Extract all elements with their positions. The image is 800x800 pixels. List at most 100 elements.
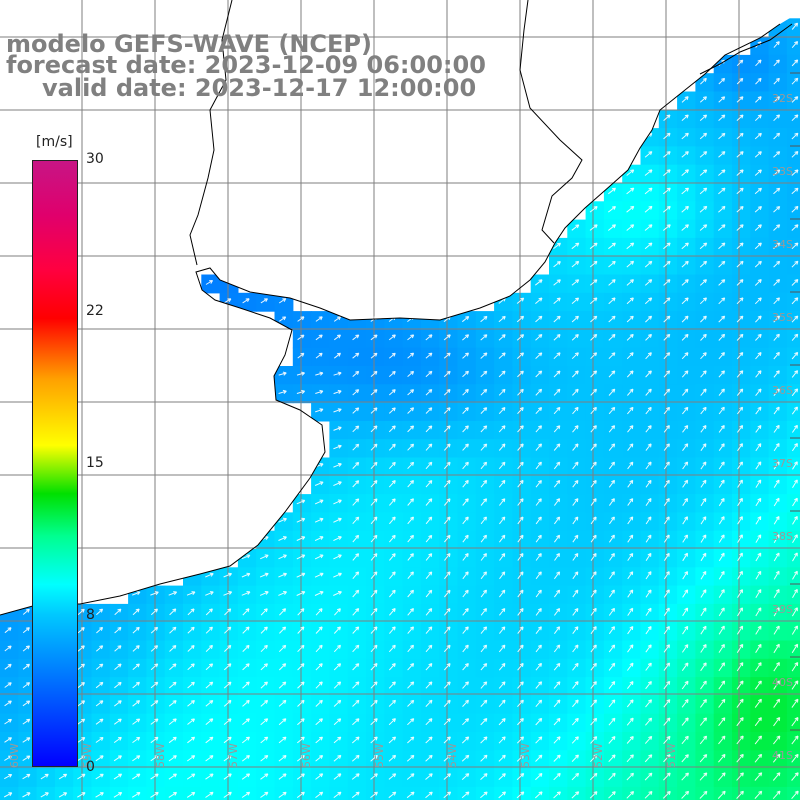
wind-cell bbox=[750, 640, 770, 660]
wind-arrow bbox=[516, 773, 525, 781]
wind-cell bbox=[256, 750, 276, 770]
wind-arrow bbox=[407, 534, 414, 543]
wind-arrow bbox=[425, 718, 433, 726]
wind-cell bbox=[146, 768, 166, 788]
wind-arrow bbox=[663, 699, 671, 708]
wind-arrow bbox=[407, 608, 414, 616]
wind-arrow bbox=[608, 772, 616, 781]
wind-cell bbox=[347, 420, 367, 440]
wind-cell bbox=[750, 219, 770, 239]
wind-arrow bbox=[791, 662, 799, 672]
wind-cell bbox=[274, 713, 294, 733]
wind-cell bbox=[439, 603, 459, 623]
wind-arrow bbox=[443, 773, 451, 780]
wind-arrow bbox=[22, 792, 31, 798]
wind-arrow bbox=[462, 608, 469, 616]
wind-cell bbox=[640, 292, 660, 312]
wind-arrow bbox=[223, 681, 232, 689]
wind-arrow bbox=[241, 736, 250, 744]
wind-arrow bbox=[444, 608, 451, 616]
wind-cell bbox=[658, 384, 678, 404]
wind-arrow bbox=[663, 114, 671, 121]
wind-cell bbox=[695, 164, 715, 184]
wind-cell bbox=[567, 640, 587, 660]
wind-cell bbox=[146, 585, 166, 605]
wind-cell bbox=[732, 73, 751, 93]
longitude-label: 52W bbox=[592, 743, 605, 768]
wind-cell bbox=[732, 164, 751, 184]
wind-arrow bbox=[663, 754, 671, 763]
wind-arrow bbox=[333, 681, 342, 689]
wind-cell bbox=[713, 732, 733, 751]
wind-arrow bbox=[278, 736, 287, 744]
wind-cell bbox=[311, 603, 330, 623]
wind-arrow bbox=[114, 663, 122, 670]
wind-cell bbox=[128, 640, 147, 660]
wind-arrow bbox=[608, 425, 616, 433]
wind-cell bbox=[530, 329, 550, 349]
wind-cell bbox=[530, 439, 550, 459]
wind-arrow bbox=[755, 552, 762, 562]
wind-arrow bbox=[388, 754, 397, 762]
wind-cell bbox=[420, 420, 440, 440]
wind-arrow bbox=[773, 169, 781, 176]
wind-cell bbox=[530, 292, 550, 312]
wind-arrow bbox=[754, 680, 762, 690]
wind-cell bbox=[292, 750, 312, 770]
wind-arrow bbox=[425, 589, 433, 598]
wind-arrow bbox=[736, 279, 744, 286]
wind-cell bbox=[530, 567, 550, 587]
wind-arrow bbox=[681, 754, 689, 763]
wind-cell bbox=[201, 768, 221, 788]
wind-arrow bbox=[772, 790, 781, 800]
wind-cell bbox=[347, 768, 367, 788]
land-area bbox=[0, 0, 800, 615]
wind-cell bbox=[567, 530, 587, 550]
wind-arrow bbox=[553, 443, 561, 451]
wind-cell bbox=[677, 311, 696, 330]
wind-cell bbox=[347, 695, 367, 715]
wind-arrow bbox=[150, 663, 159, 671]
wind-arrow bbox=[792, 515, 798, 525]
wind-arrow bbox=[736, 333, 744, 341]
wind-arrow bbox=[590, 352, 598, 360]
wind-arrow bbox=[608, 791, 616, 799]
wind-arrow bbox=[627, 607, 634, 616]
wind-cell bbox=[91, 640, 111, 660]
wind-cell bbox=[274, 750, 294, 770]
wind-cell bbox=[567, 768, 587, 788]
wind-cell bbox=[237, 732, 257, 751]
wind-cell bbox=[366, 530, 385, 550]
wind-arrow bbox=[150, 591, 159, 596]
wind-field-cells bbox=[0, 18, 800, 800]
wind-cell bbox=[567, 695, 587, 715]
wind-arrow bbox=[535, 773, 543, 781]
wind-arrow bbox=[462, 516, 469, 525]
wind-arrow bbox=[425, 425, 433, 433]
wind-arrow bbox=[535, 443, 542, 451]
wind-cell bbox=[366, 494, 385, 513]
wind-arrow bbox=[425, 754, 433, 762]
wind-cell bbox=[750, 567, 770, 587]
wind-cell bbox=[164, 695, 184, 715]
wind-cell bbox=[768, 311, 788, 330]
wind-cell bbox=[292, 658, 312, 678]
wind-cell bbox=[585, 475, 605, 495]
wind-cell bbox=[329, 329, 349, 349]
wind-arrow bbox=[388, 773, 397, 780]
wind-cell bbox=[713, 677, 733, 696]
wind-arrow bbox=[132, 626, 140, 634]
wind-cell bbox=[530, 457, 550, 477]
wind-cell bbox=[585, 439, 605, 459]
wind-cell bbox=[622, 658, 642, 678]
longitude-label: 56W bbox=[300, 743, 313, 768]
wind-cell bbox=[366, 585, 385, 605]
wind-arrow bbox=[22, 645, 30, 652]
wind-cell bbox=[311, 567, 330, 587]
wind-arrow bbox=[535, 644, 542, 653]
wind-arrow bbox=[242, 718, 250, 725]
wind-arrow bbox=[150, 700, 159, 707]
wind-cell bbox=[622, 237, 642, 257]
wind-arrow bbox=[296, 554, 306, 560]
wind-cell bbox=[677, 567, 696, 587]
